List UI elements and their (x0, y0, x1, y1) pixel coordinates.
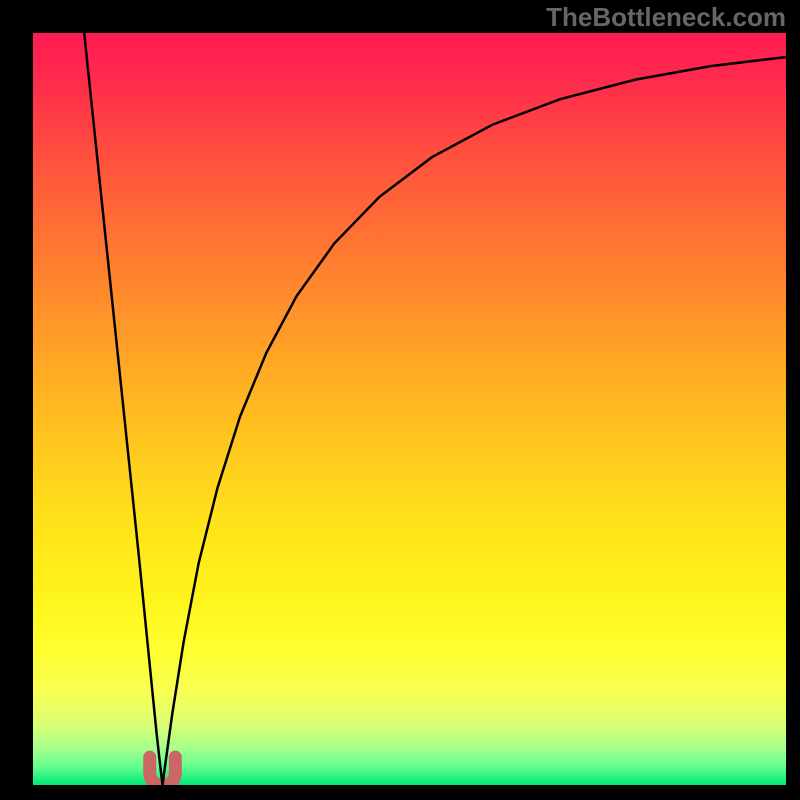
watermark-text: TheBottleneck.com (546, 2, 786, 33)
plot-area (33, 33, 786, 785)
chart-frame: TheBottleneck.com (0, 0, 800, 800)
gradient-background (33, 33, 786, 785)
chart-svg (33, 33, 786, 785)
